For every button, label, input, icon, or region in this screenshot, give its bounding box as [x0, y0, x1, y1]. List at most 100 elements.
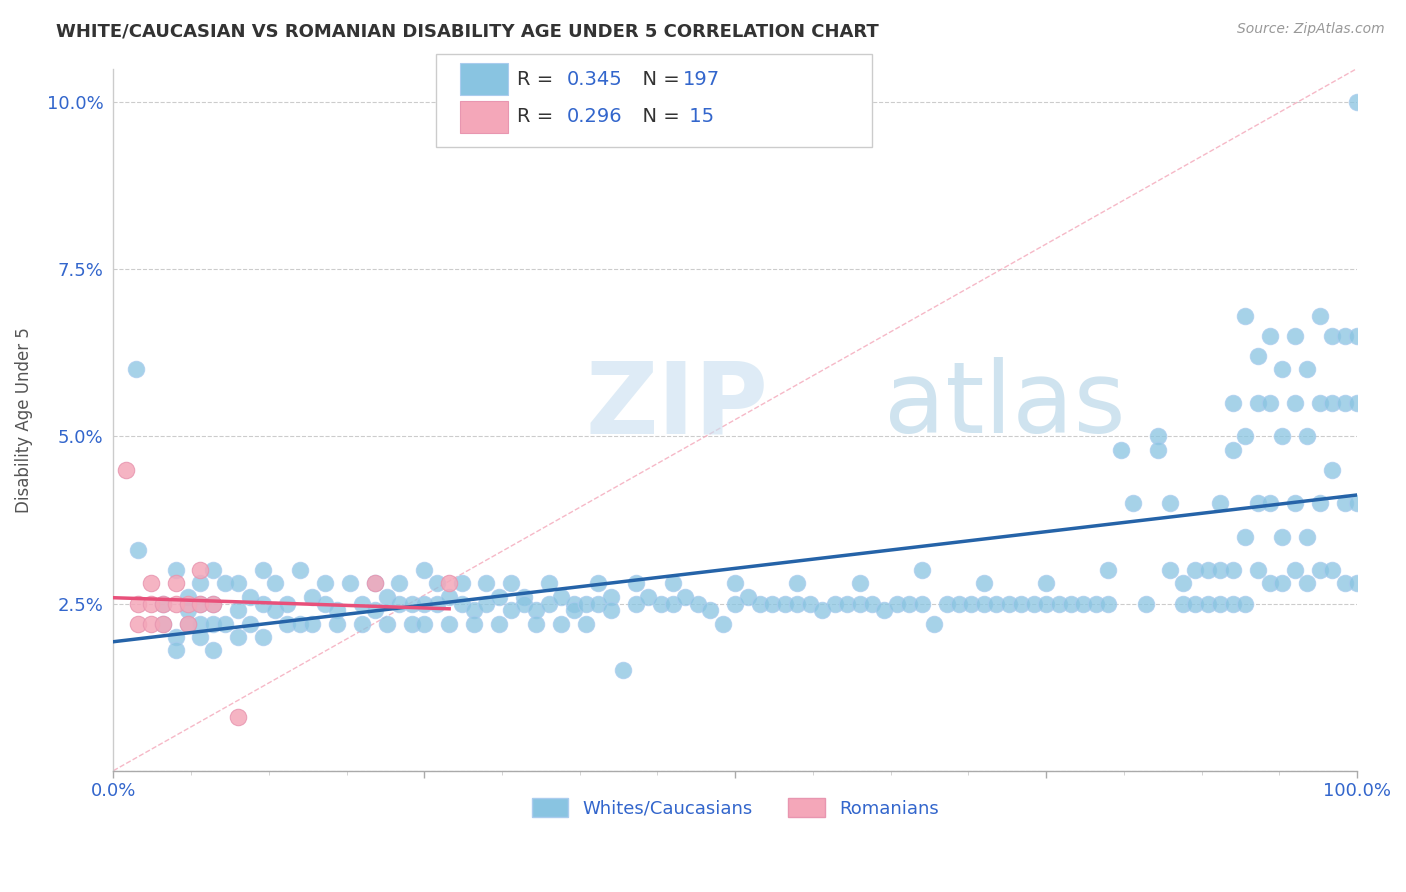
- Point: [588, 576, 610, 591]
- Point: [1346, 576, 1368, 591]
- Point: [1084, 597, 1107, 611]
- Text: 0.296: 0.296: [567, 107, 623, 127]
- Point: [190, 597, 212, 611]
- Point: [973, 576, 995, 591]
- Point: [1258, 496, 1281, 510]
- Point: [686, 597, 709, 611]
- Point: [450, 597, 472, 611]
- Point: [1258, 576, 1281, 591]
- Point: [1022, 597, 1045, 611]
- Point: [1284, 396, 1306, 410]
- Point: [575, 616, 598, 631]
- Point: [475, 597, 498, 611]
- Point: [475, 576, 498, 591]
- Point: [437, 576, 460, 591]
- Text: WHITE/CAUCASIAN VS ROMANIAN DISABILITY AGE UNDER 5 CORRELATION CHART: WHITE/CAUCASIAN VS ROMANIAN DISABILITY A…: [56, 22, 879, 40]
- Point: [1346, 95, 1368, 109]
- Point: [1246, 396, 1268, 410]
- Point: [550, 590, 572, 604]
- Point: [339, 576, 361, 591]
- Point: [190, 563, 212, 577]
- Text: N =: N =: [630, 70, 686, 89]
- Point: [724, 576, 747, 591]
- Point: [1184, 597, 1206, 611]
- Point: [326, 616, 349, 631]
- Point: [749, 597, 772, 611]
- Point: [314, 576, 336, 591]
- Point: [1309, 563, 1331, 577]
- Text: Source: ZipAtlas.com: Source: ZipAtlas.com: [1237, 22, 1385, 37]
- Point: [152, 597, 174, 611]
- Point: [1346, 496, 1368, 510]
- Point: [922, 616, 945, 631]
- Y-axis label: Disability Age Under 5: Disability Age Under 5: [15, 326, 32, 513]
- Point: [488, 616, 510, 631]
- Point: [599, 603, 621, 617]
- Point: [1209, 496, 1232, 510]
- Point: [835, 597, 858, 611]
- Point: [773, 597, 796, 611]
- Point: [1147, 442, 1170, 457]
- Point: [1309, 496, 1331, 510]
- Point: [264, 576, 287, 591]
- Point: [139, 616, 162, 631]
- Point: [724, 597, 747, 611]
- Point: [524, 603, 547, 617]
- Point: [1309, 396, 1331, 410]
- Point: [1010, 597, 1032, 611]
- Point: [588, 597, 610, 611]
- Legend: Whites/Caucasians, Romanians: Whites/Caucasians, Romanians: [524, 790, 946, 825]
- Point: [301, 590, 323, 604]
- Point: [1073, 597, 1095, 611]
- Point: [114, 463, 136, 477]
- Point: [388, 576, 411, 591]
- Point: [1246, 563, 1268, 577]
- Point: [1271, 362, 1294, 376]
- Point: [1147, 429, 1170, 443]
- Point: [426, 576, 449, 591]
- Point: [1222, 442, 1244, 457]
- Point: [1284, 563, 1306, 577]
- Point: [165, 576, 187, 591]
- Point: [1258, 396, 1281, 410]
- Point: [152, 616, 174, 631]
- Point: [811, 603, 834, 617]
- Point: [1309, 309, 1331, 323]
- Point: [997, 597, 1019, 611]
- Point: [1246, 349, 1268, 363]
- Point: [1320, 329, 1343, 343]
- Point: [935, 597, 957, 611]
- Point: [1035, 576, 1057, 591]
- Point: [599, 590, 621, 604]
- Point: [1284, 496, 1306, 510]
- Point: [562, 603, 585, 617]
- Point: [276, 597, 298, 611]
- Point: [1234, 530, 1257, 544]
- Point: [363, 576, 385, 591]
- Point: [1171, 576, 1194, 591]
- Point: [226, 710, 249, 724]
- Point: [177, 603, 200, 617]
- Point: [401, 616, 423, 631]
- Point: [288, 563, 311, 577]
- Point: [165, 563, 187, 577]
- Point: [562, 597, 585, 611]
- Point: [450, 576, 472, 591]
- Point: [152, 597, 174, 611]
- Point: [252, 563, 274, 577]
- Point: [1333, 576, 1355, 591]
- Point: [1234, 309, 1257, 323]
- Point: [190, 597, 212, 611]
- Point: [960, 597, 983, 611]
- Point: [1222, 597, 1244, 611]
- Point: [1159, 496, 1181, 510]
- Point: [177, 616, 200, 631]
- Point: [264, 603, 287, 617]
- Point: [1035, 597, 1057, 611]
- Point: [375, 616, 398, 631]
- Point: [214, 616, 236, 631]
- Point: [1258, 329, 1281, 343]
- Point: [139, 576, 162, 591]
- Point: [786, 576, 808, 591]
- Point: [177, 590, 200, 604]
